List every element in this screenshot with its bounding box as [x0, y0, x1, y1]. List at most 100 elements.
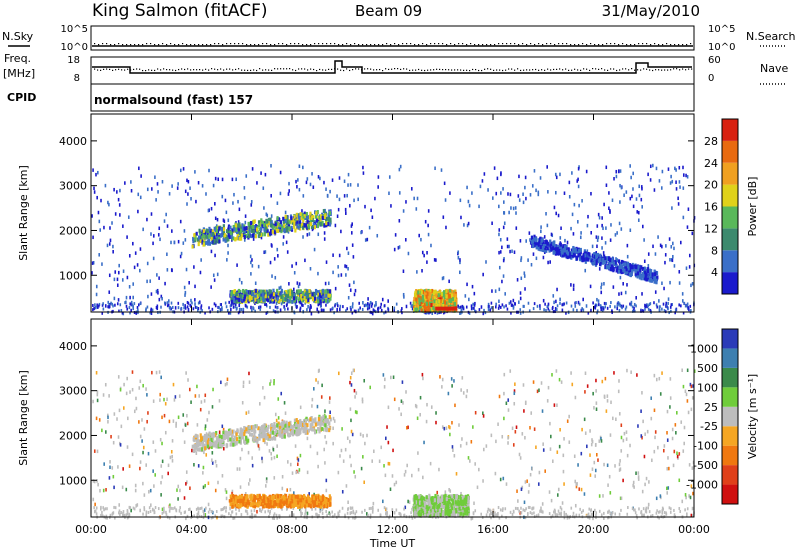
echo-cell [626, 264, 630, 269]
echo-cell [150, 232, 152, 236]
echo-cell [130, 300, 133, 305]
echo-cell [336, 307, 338, 312]
echo-cell [350, 418, 352, 423]
echo-cell [626, 243, 629, 248]
echo-cell [527, 258, 529, 262]
echo-cell [249, 254, 252, 259]
echo-cell [99, 228, 102, 232]
nave-dot [238, 68, 240, 70]
echo-cell [556, 403, 558, 407]
echo-cell [618, 412, 621, 416]
echo-cell [213, 239, 216, 244]
echo-cell [273, 381, 275, 386]
nave-dot [547, 68, 549, 70]
echo-cell [349, 288, 352, 292]
echo-cell [139, 302, 142, 306]
echo-cell [358, 301, 360, 305]
echo-cell [254, 224, 258, 229]
nsearch-dots [94, 43, 692, 46]
echo-cell [329, 410, 331, 415]
echo-cell [305, 299, 308, 304]
echo-cell [629, 443, 631, 448]
echo-cell [155, 289, 158, 294]
echo-cell [678, 452, 681, 456]
echo-cell [170, 301, 173, 305]
echo-cell [238, 277, 241, 282]
echo-cell [631, 506, 634, 510]
echo-cell [311, 297, 315, 302]
echo-cell [494, 289, 497, 293]
echo-cell [143, 508, 146, 512]
nave-dot [424, 69, 426, 72]
echo-cell [390, 375, 392, 380]
nave-dot [139, 68, 141, 70]
echo-cell [549, 421, 551, 426]
echo-cell [103, 225, 105, 230]
echo-cell [206, 418, 209, 422]
freq-label-top: Freq. [4, 52, 31, 65]
echo-cell [665, 304, 667, 308]
echo-cell [199, 270, 202, 275]
echo-cell [98, 304, 100, 308]
echo-cell [198, 300, 201, 304]
echo-cell [608, 474, 611, 479]
echo-cell [277, 397, 280, 401]
echo-cell [366, 302, 369, 306]
echo-cell [303, 289, 306, 294]
echo-cell [474, 301, 476, 305]
echo-cell [257, 444, 260, 448]
nsearch-dot [674, 44, 676, 46]
echo-cell [295, 261, 298, 266]
nave-dot [571, 69, 573, 71]
echo-cell [562, 453, 565, 458]
echo-cell [305, 212, 308, 217]
echo-cell [507, 408, 510, 412]
echo-cell [114, 303, 116, 307]
echo-cell [580, 451, 583, 456]
echo-cell [204, 311, 206, 315]
echo-cell [161, 296, 163, 301]
echo-cell [118, 509, 121, 513]
echo-cell [151, 370, 153, 375]
nave-dot [97, 69, 99, 71]
echo-cell [99, 507, 102, 511]
echo-cell [286, 250, 289, 254]
echo-cell [614, 260, 617, 265]
nave-dot [376, 69, 378, 71]
echo-cell [453, 308, 456, 313]
echo-cell [667, 301, 669, 305]
echo-cell [519, 456, 522, 460]
echo-cell [340, 229, 342, 234]
echo-cell [167, 303, 170, 307]
echo-cell [459, 444, 462, 448]
echo-cell [158, 226, 161, 231]
echo-cell [601, 246, 603, 250]
nsearch-dot [366, 44, 368, 46]
echo-cell [657, 235, 659, 239]
echo-cell [225, 490, 228, 494]
echo-cell [588, 507, 591, 511]
echo-cell [575, 484, 578, 489]
echo-cell [184, 238, 187, 242]
echo-cell [615, 258, 619, 263]
echo-cell [482, 311, 485, 316]
nave-dot [598, 68, 600, 70]
echo-cell [156, 306, 159, 310]
echo-cell [619, 200, 621, 204]
echo-cell [297, 470, 300, 474]
echo-cell [173, 398, 176, 402]
echo-cell [201, 240, 204, 245]
echo-cell [152, 241, 154, 246]
y-axis-label: Slant Range [km] [17, 165, 30, 261]
echo-cell [669, 258, 671, 262]
nave-dot [103, 68, 105, 70]
echo-cell [137, 303, 140, 307]
nave-dot [529, 69, 531, 71]
echo-cell [602, 226, 604, 231]
echo-cell [184, 306, 187, 310]
echo-cell [427, 223, 429, 228]
echo-cell [581, 199, 583, 203]
echo-cell [644, 432, 646, 436]
echo-cell [595, 378, 597, 383]
echo-cell [634, 271, 637, 276]
